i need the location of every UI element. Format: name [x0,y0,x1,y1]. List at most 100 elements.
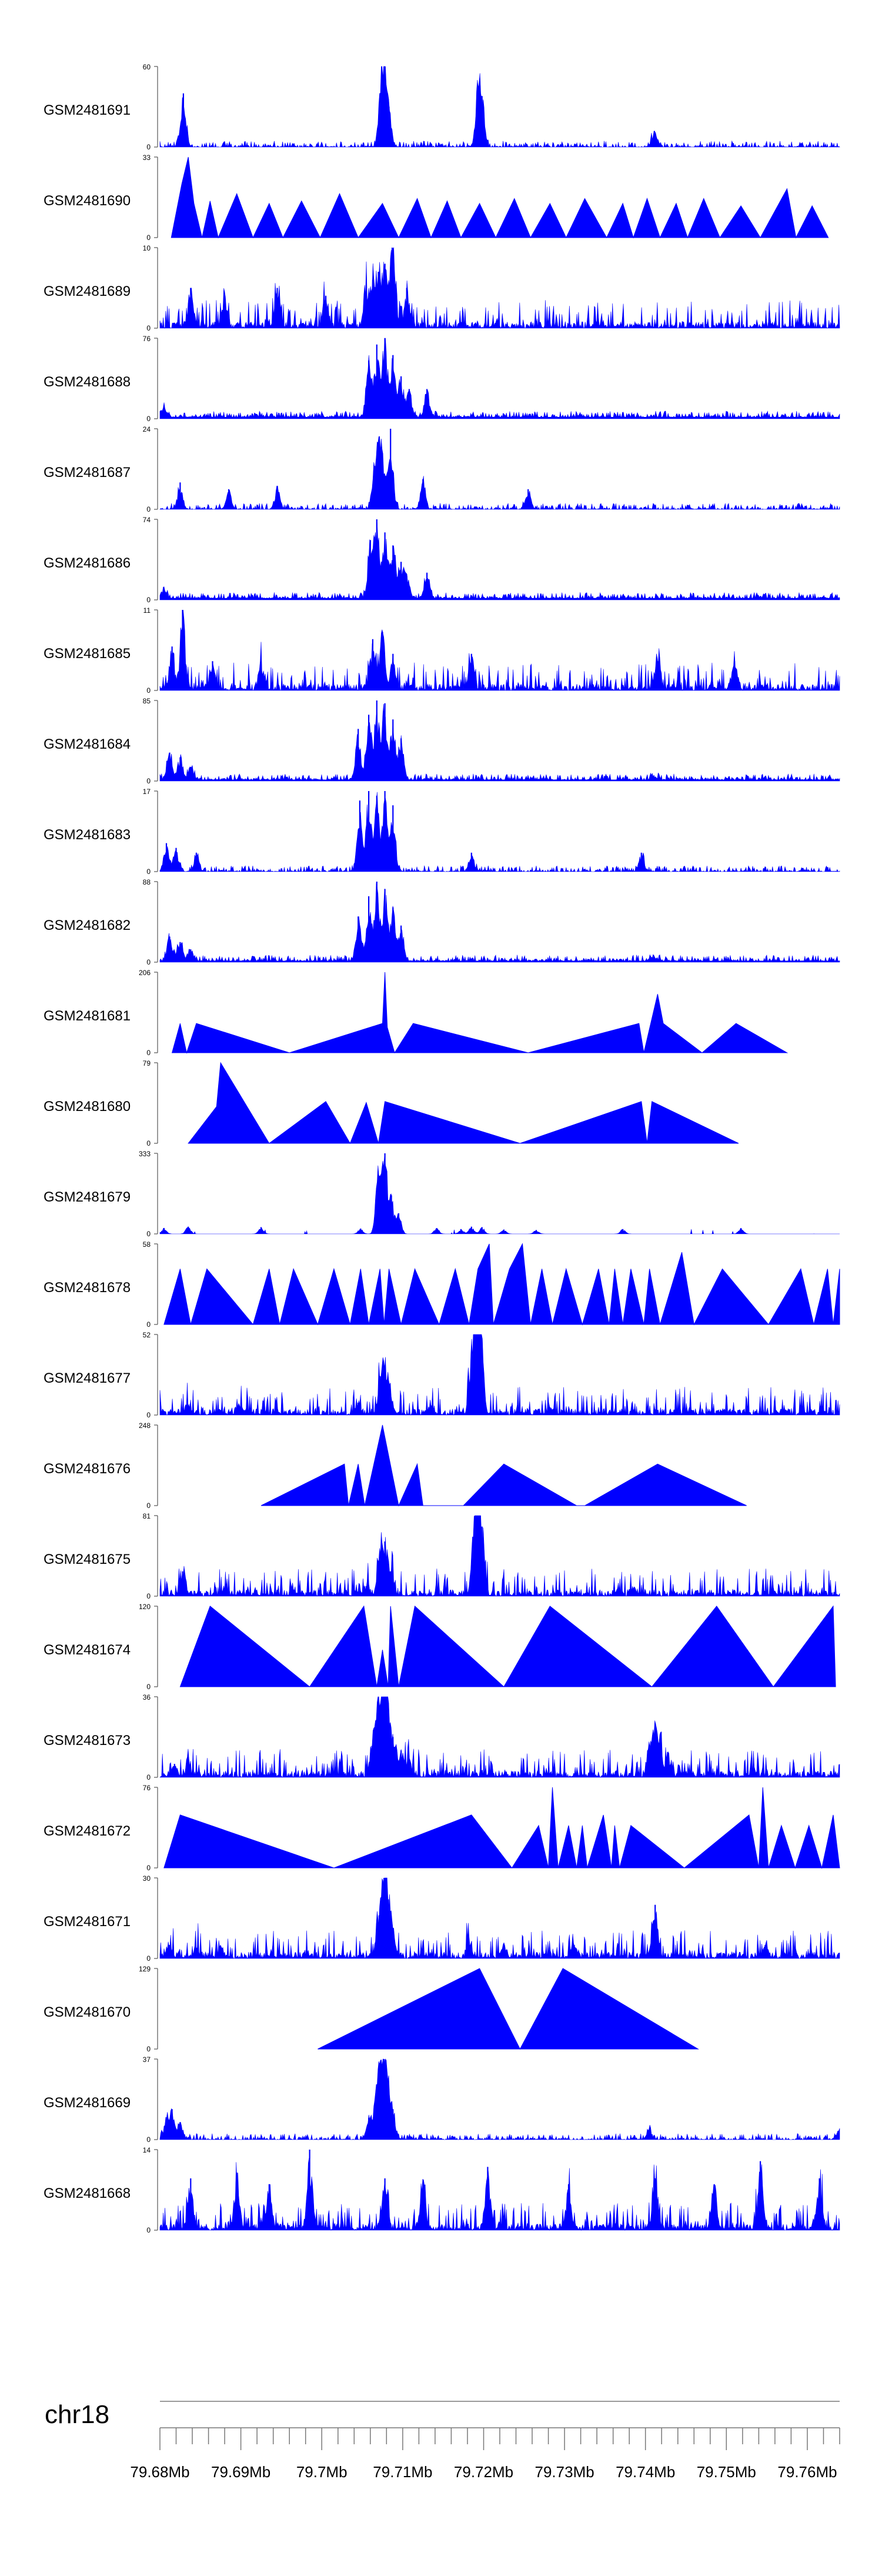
y-max-label: 206 [139,969,151,977]
track-GSM2481681: GSM2481681 206 0 [44,969,789,1057]
coverage-area [159,703,840,782]
track-label: GSM2481681 [44,1008,131,1024]
track-label: GSM2481679 [44,1189,131,1205]
y-max-label: 37 [143,2056,151,2064]
y-min-label: 0 [146,415,151,423]
y-min-label: 0 [146,1411,151,1419]
coverage-area [188,1062,739,1144]
coverage-area [163,1243,840,1326]
x-tick-label: 79.74Mb [616,2463,675,2481]
y-max-label: 10 [143,244,151,252]
y-min-label: 0 [146,505,151,513]
y-max-label: 24 [143,425,151,433]
track-label: GSM2481685 [44,646,131,662]
track-label: GSM2481683 [44,827,131,843]
coverage-area [159,2157,840,2231]
y-max-label: 81 [143,1512,151,1520]
track-label: GSM2481688 [44,374,131,390]
x-tick-label: 79.73Mb [535,2463,594,2481]
coverage-area [159,1334,840,1416]
track-label: GSM2481674 [44,1642,131,1658]
y-max-label: 248 [139,1422,151,1430]
x-tick-label: 79.72Mb [454,2463,513,2481]
y-min-label: 0 [146,1139,151,1147]
track-GSM2481678: GSM2481678 58 0 [44,1240,840,1329]
y-max-label: 333 [139,1150,151,1158]
track-label: GSM2481669 [44,2095,131,2111]
track-GSM2481675: GSM2481675 81 0 [44,1512,840,1600]
y-min-label: 0 [146,1592,151,1600]
y-min-label: 0 [146,867,151,876]
track-GSM2481686: GSM2481686 74 0 [44,516,840,604]
coverage-area [159,792,840,873]
track-label: GSM2481668 [44,2185,131,2201]
track-label: GSM2481670 [44,2004,131,2020]
track-label: GSM2481687 [44,465,131,481]
y-min-label: 0 [146,2226,151,2234]
y-max-label: 120 [139,1603,151,1611]
y-min-label: 0 [146,958,151,966]
y-max-label: 74 [143,516,151,524]
x-tick-label: 79.68Mb [130,2463,189,2481]
track-GSM2481687: GSM2481687 24 0 [44,425,840,513]
coverage-area [159,1154,840,1235]
track-GSM2481685: GSM2481685 11 0 [44,606,840,695]
track-label: GSM2481672 [44,1823,131,1839]
track-GSM2481673: GSM2481673 36 0 [44,1693,840,1781]
track-label: GSM2481689 [44,283,131,299]
x-tick-label: 79.69Mb [211,2463,270,2481]
y-min-label: 0 [146,686,151,695]
y-min-label: 0 [146,1683,151,1691]
y-min-label: 0 [146,1230,151,1238]
coverage-area [159,2058,840,2141]
y-min-label: 0 [146,1864,151,1872]
track-label: GSM2481686 [44,555,131,571]
coverage-area [159,66,840,148]
track-label: GSM2481677 [44,1370,131,1386]
ideogram-group: chr18 [45,2400,840,2429]
track-label: GSM2481690 [44,193,131,209]
y-max-label: 58 [143,1240,151,1249]
y-min-label: 0 [146,1049,151,1057]
track-GSM2481682: GSM2481682 88 0 [44,878,840,966]
track-GSM2481691: GSM2481691 60 0 [44,63,840,151]
y-min-label: 0 [146,1954,151,1963]
y-min-label: 0 [146,2045,151,2053]
track-GSM2481677: GSM2481677 52 0 [44,1331,840,1419]
track-label: GSM2481676 [44,1461,131,1477]
coverage-area [318,1968,700,2050]
track-GSM2481676: GSM2481676 248 0 [44,1422,747,1510]
track-GSM2481690: GSM2481690 33 0 [44,154,829,242]
x-tick-label: 79.71Mb [373,2463,432,2481]
coverage-area [171,156,829,239]
y-min-label: 0 [146,596,151,604]
y-max-label: 88 [143,878,151,886]
track-GSM2481680: GSM2481680 79 0 [44,1059,739,1147]
y-max-label: 30 [143,1874,151,1883]
coverage-area [159,436,840,510]
y-min-label: 0 [146,324,151,332]
y-max-label: 60 [143,63,151,71]
track-label: GSM2481680 [44,1099,131,1115]
coverage-area [159,1515,840,1597]
y-max-label: 85 [143,697,151,705]
coverage-area [159,1696,840,1778]
track-label: GSM2481671 [44,1914,131,1930]
track-GSM2481668: GSM2481668 14 0 [44,2146,840,2234]
y-max-label: 36 [143,1693,151,1701]
coverage-area [260,1424,747,1507]
y-max-label: 79 [143,1059,151,1067]
y-max-label: 129 [139,1965,151,1973]
y-max-label: 14 [143,2146,151,2154]
chromosome-label: chr18 [45,2400,109,2429]
y-min-label: 0 [146,1501,151,1510]
track-GSM2481674: GSM2481674 120 0 [44,1603,836,1691]
track-GSM2481670: GSM2481670 129 0 [44,1965,700,2053]
track-GSM2481688: GSM2481688 76 0 [44,335,840,423]
y-max-label: 17 [143,788,151,796]
track-label: GSM2481675 [44,1551,131,1567]
x-tick-label: 79.75Mb [697,2463,756,2481]
track-label: GSM2481678 [44,1280,131,1296]
y-min-label: 0 [146,777,151,785]
track-GSM2481671: GSM2481671 30 0 [44,1874,840,1963]
